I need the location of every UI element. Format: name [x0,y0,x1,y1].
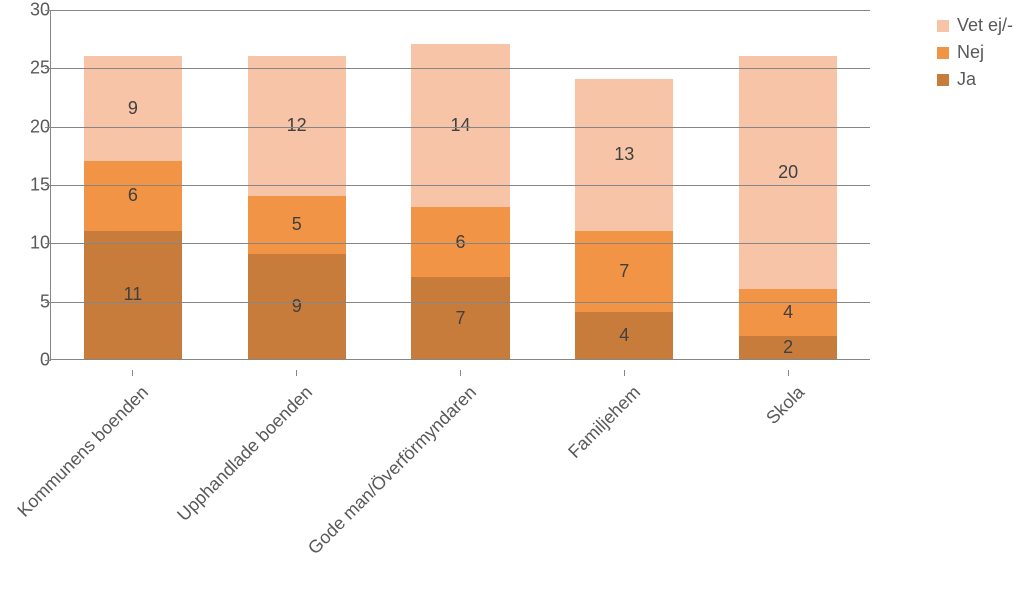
bar-segment-ja: 7 [411,277,509,359]
bar-segment-ja: 4 [575,312,673,359]
y-tick-label: 15 [10,175,50,196]
bar-column: 4713 [575,79,673,359]
bar-segment-vet_ej: 9 [84,56,182,161]
y-tickmark [45,185,51,186]
y-tickmark [45,127,51,128]
x-tickmark [460,370,461,376]
y-tickmark [45,302,51,303]
legend: Vet ej/- Nej Ja [937,15,1013,96]
gridline [51,302,870,303]
gridline [51,127,870,128]
bar-segment-ja: 9 [248,254,346,359]
y-tick-label: 25 [10,58,50,79]
bar-segment-nej: 4 [739,289,837,336]
x-tickmark [132,370,133,376]
gridline [51,185,870,186]
bar-column: 7614 [411,44,509,359]
legend-label: Nej [957,42,984,63]
bar-segment-nej: 5 [248,196,346,254]
x-tickmark [296,370,297,376]
y-tickmark [45,10,51,11]
plot-area: 11699512761447132420 [50,10,870,360]
y-axis-labels: 051015202530 [0,10,50,360]
stacked-bar-chart: 051015202530 11699512761447132420 Kommun… [0,0,1023,580]
bar-column: 1169 [84,56,182,359]
gridline [51,10,870,11]
y-tick-label: 0 [10,350,50,371]
legend-item-nej: Nej [937,42,1013,63]
gridline [51,243,870,244]
y-tick-label: 20 [10,116,50,137]
y-tickmark [45,243,51,244]
legend-swatch [937,47,949,59]
legend-item-ja: Ja [937,69,1013,90]
bar-segment-ja: 11 [84,231,182,359]
bar-segment-vet_ej: 13 [575,79,673,231]
y-tickmark [45,360,51,361]
legend-swatch [937,20,949,32]
legend-label: Vet ej/- [957,15,1013,36]
x-tickmark [788,370,789,376]
gridline [51,68,870,69]
legend-item-vet_ej: Vet ej/- [937,15,1013,36]
bar-column: 9512 [248,56,346,359]
bar-segment-nej: 6 [84,161,182,231]
y-tick-label: 10 [10,233,50,254]
bar-segment-ja: 2 [739,336,837,359]
legend-label: Ja [957,69,976,90]
bar-column: 2420 [739,56,837,359]
y-tick-label: 5 [10,291,50,312]
x-axis-labels: Kommunens boendenUpphandlade boendenGode… [50,370,870,570]
legend-swatch [937,74,949,86]
bar-segment-vet_ej: 20 [739,56,837,289]
y-tickmark [45,68,51,69]
x-tickmark [624,370,625,376]
y-tick-label: 30 [10,0,50,21]
